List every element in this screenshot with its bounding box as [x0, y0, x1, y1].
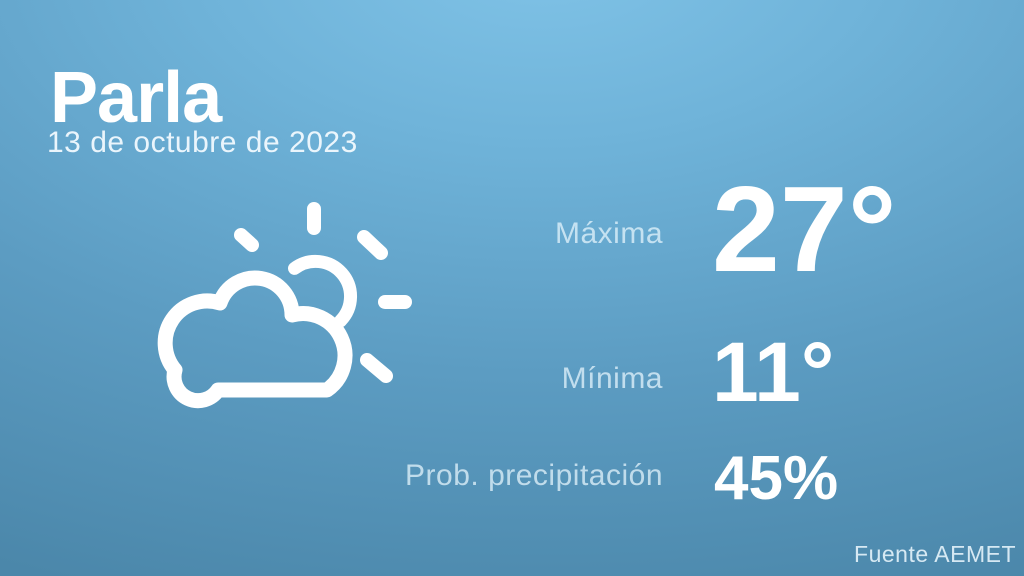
- sun-ray-lower-right: [360, 353, 393, 383]
- max-temp-label: Máxima: [554, 217, 663, 250]
- sun-ray-upper-right: [357, 230, 388, 260]
- min-temp-value: 11°: [712, 325, 835, 419]
- sun-ray-upper-left: [234, 228, 259, 252]
- precipitation-value: 45%: [714, 444, 839, 513]
- sun-behind-cloud-icon: [150, 185, 450, 435]
- sun-arc: [288, 254, 358, 328]
- source-attribution: Fuente AEMET: [854, 541, 1016, 567]
- forecast-date: 13 de octubre de 2023: [47, 126, 358, 159]
- cloud-outline: [157, 270, 353, 409]
- city-name: Parla: [50, 58, 222, 138]
- min-temp-label: Mínima: [561, 362, 663, 395]
- precipitation-label: Prob. precipitación: [405, 459, 663, 492]
- sun-behind-cloud-svg: [157, 202, 412, 409]
- max-temp-value: 27°: [712, 161, 897, 297]
